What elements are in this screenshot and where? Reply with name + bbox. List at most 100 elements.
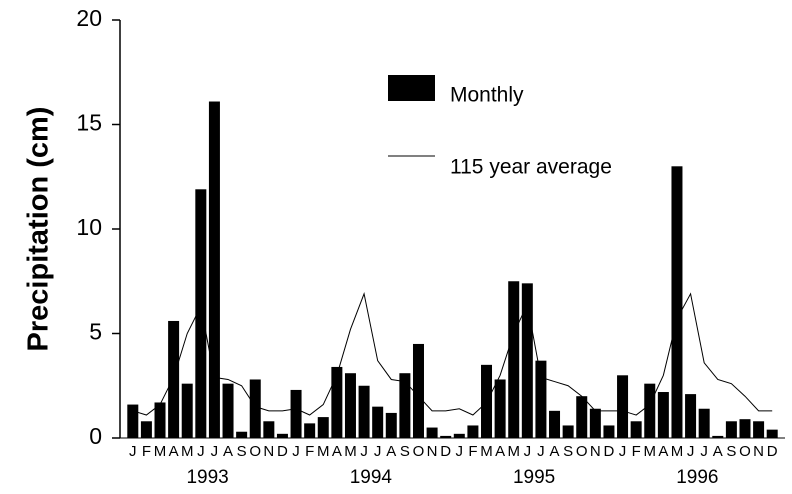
x-tick-label: M [507, 443, 520, 460]
bar [685, 394, 697, 438]
x-tick-label: F [468, 443, 477, 460]
bar [412, 343, 424, 438]
x-tick-label: J [374, 443, 382, 460]
x-tick-label: D [277, 443, 288, 460]
bar [263, 421, 275, 438]
x-tick-label: M [344, 443, 357, 460]
x-tick-label: A [495, 443, 505, 460]
x-tick-label: O [249, 443, 261, 460]
x-tick-label: A [169, 443, 179, 460]
bar [168, 320, 180, 438]
x-tick-label: A [713, 443, 723, 460]
bar [712, 435, 724, 438]
x-tick-label: J [687, 443, 695, 460]
legend-label: Monthly [450, 84, 524, 107]
year-label: 1996 [676, 467, 718, 488]
bar [630, 421, 642, 438]
y-axis-title: Precipitation (cm) [23, 107, 55, 352]
bar [739, 419, 751, 438]
y-tick-label: 5 [89, 319, 102, 345]
bar [317, 417, 329, 438]
bar [671, 166, 683, 439]
x-tick-label: F [632, 443, 641, 460]
x-tick-label: D [767, 443, 778, 460]
x-tick-label: F [305, 443, 314, 460]
x-tick-label: M [181, 443, 194, 460]
bar [344, 373, 356, 438]
bar [494, 379, 506, 438]
bar [290, 389, 302, 438]
bar [236, 431, 248, 438]
bar [331, 366, 343, 438]
x-tick-label: N [590, 443, 601, 460]
bar [753, 421, 765, 438]
x-tick-label: N [753, 443, 764, 460]
x-tick-label: M [671, 443, 684, 460]
bar [140, 421, 152, 438]
x-tick-label: A [332, 443, 342, 460]
y-tick-label: 20 [76, 5, 102, 31]
x-tick-label: M [317, 443, 330, 460]
bar [657, 392, 669, 438]
bar [766, 429, 778, 438]
line [132, 292, 773, 416]
x-tick-label: J [211, 443, 219, 460]
bar [304, 423, 316, 438]
bar [549, 410, 561, 438]
bar [453, 433, 465, 438]
bar [127, 404, 139, 438]
x-tick-label: N [427, 443, 438, 460]
bar [535, 360, 547, 438]
bar [562, 425, 574, 438]
x-tick-label: D [440, 443, 451, 460]
x-tick-label: S [237, 443, 247, 460]
bar [698, 408, 710, 438]
x-tick-label: O [576, 443, 588, 460]
x-tick-label: J [292, 443, 300, 460]
bar [617, 375, 629, 438]
x-tick-label: S [563, 443, 573, 460]
y-tick-label: 15 [76, 110, 102, 136]
bar [358, 385, 370, 438]
bar [589, 408, 601, 438]
x-tick-label: F [142, 443, 151, 460]
x-tick-label: A [223, 443, 233, 460]
x-tick-label: O [739, 443, 751, 460]
bar [181, 383, 193, 438]
x-tick-label: J [619, 443, 627, 460]
legend-swatch [388, 75, 435, 101]
bar [154, 402, 166, 438]
bar [372, 406, 384, 438]
x-tick-label: J [360, 443, 368, 460]
x-tick-label: J [456, 443, 464, 460]
bar [725, 421, 737, 438]
x-tick-label: M [480, 443, 493, 460]
x-tick-label: J [700, 443, 708, 460]
x-tick-label: M [154, 443, 167, 460]
x-tick-label: J [129, 443, 137, 460]
bar [385, 412, 397, 438]
x-tick-label: A [550, 443, 560, 460]
bar [440, 435, 452, 438]
bar [249, 379, 261, 438]
x-tick-label: S [726, 443, 736, 460]
bar [603, 425, 615, 438]
x-tick-label: D [604, 443, 615, 460]
year-label: 1993 [186, 467, 228, 488]
bar [222, 383, 234, 438]
bar [426, 427, 438, 438]
y-tick-label: 10 [76, 214, 102, 240]
bar [644, 383, 656, 438]
x-tick-label: N [263, 443, 274, 460]
x-tick-label: J [524, 443, 532, 460]
x-tick-label: J [197, 443, 205, 460]
x-tick-label: S [400, 443, 410, 460]
bar [467, 425, 479, 438]
bar [208, 101, 220, 438]
y-tick-label: 0 [89, 423, 102, 449]
year-label: 1995 [513, 467, 555, 488]
x-tick-label: A [658, 443, 668, 460]
bar [195, 189, 207, 438]
bar [399, 373, 411, 438]
